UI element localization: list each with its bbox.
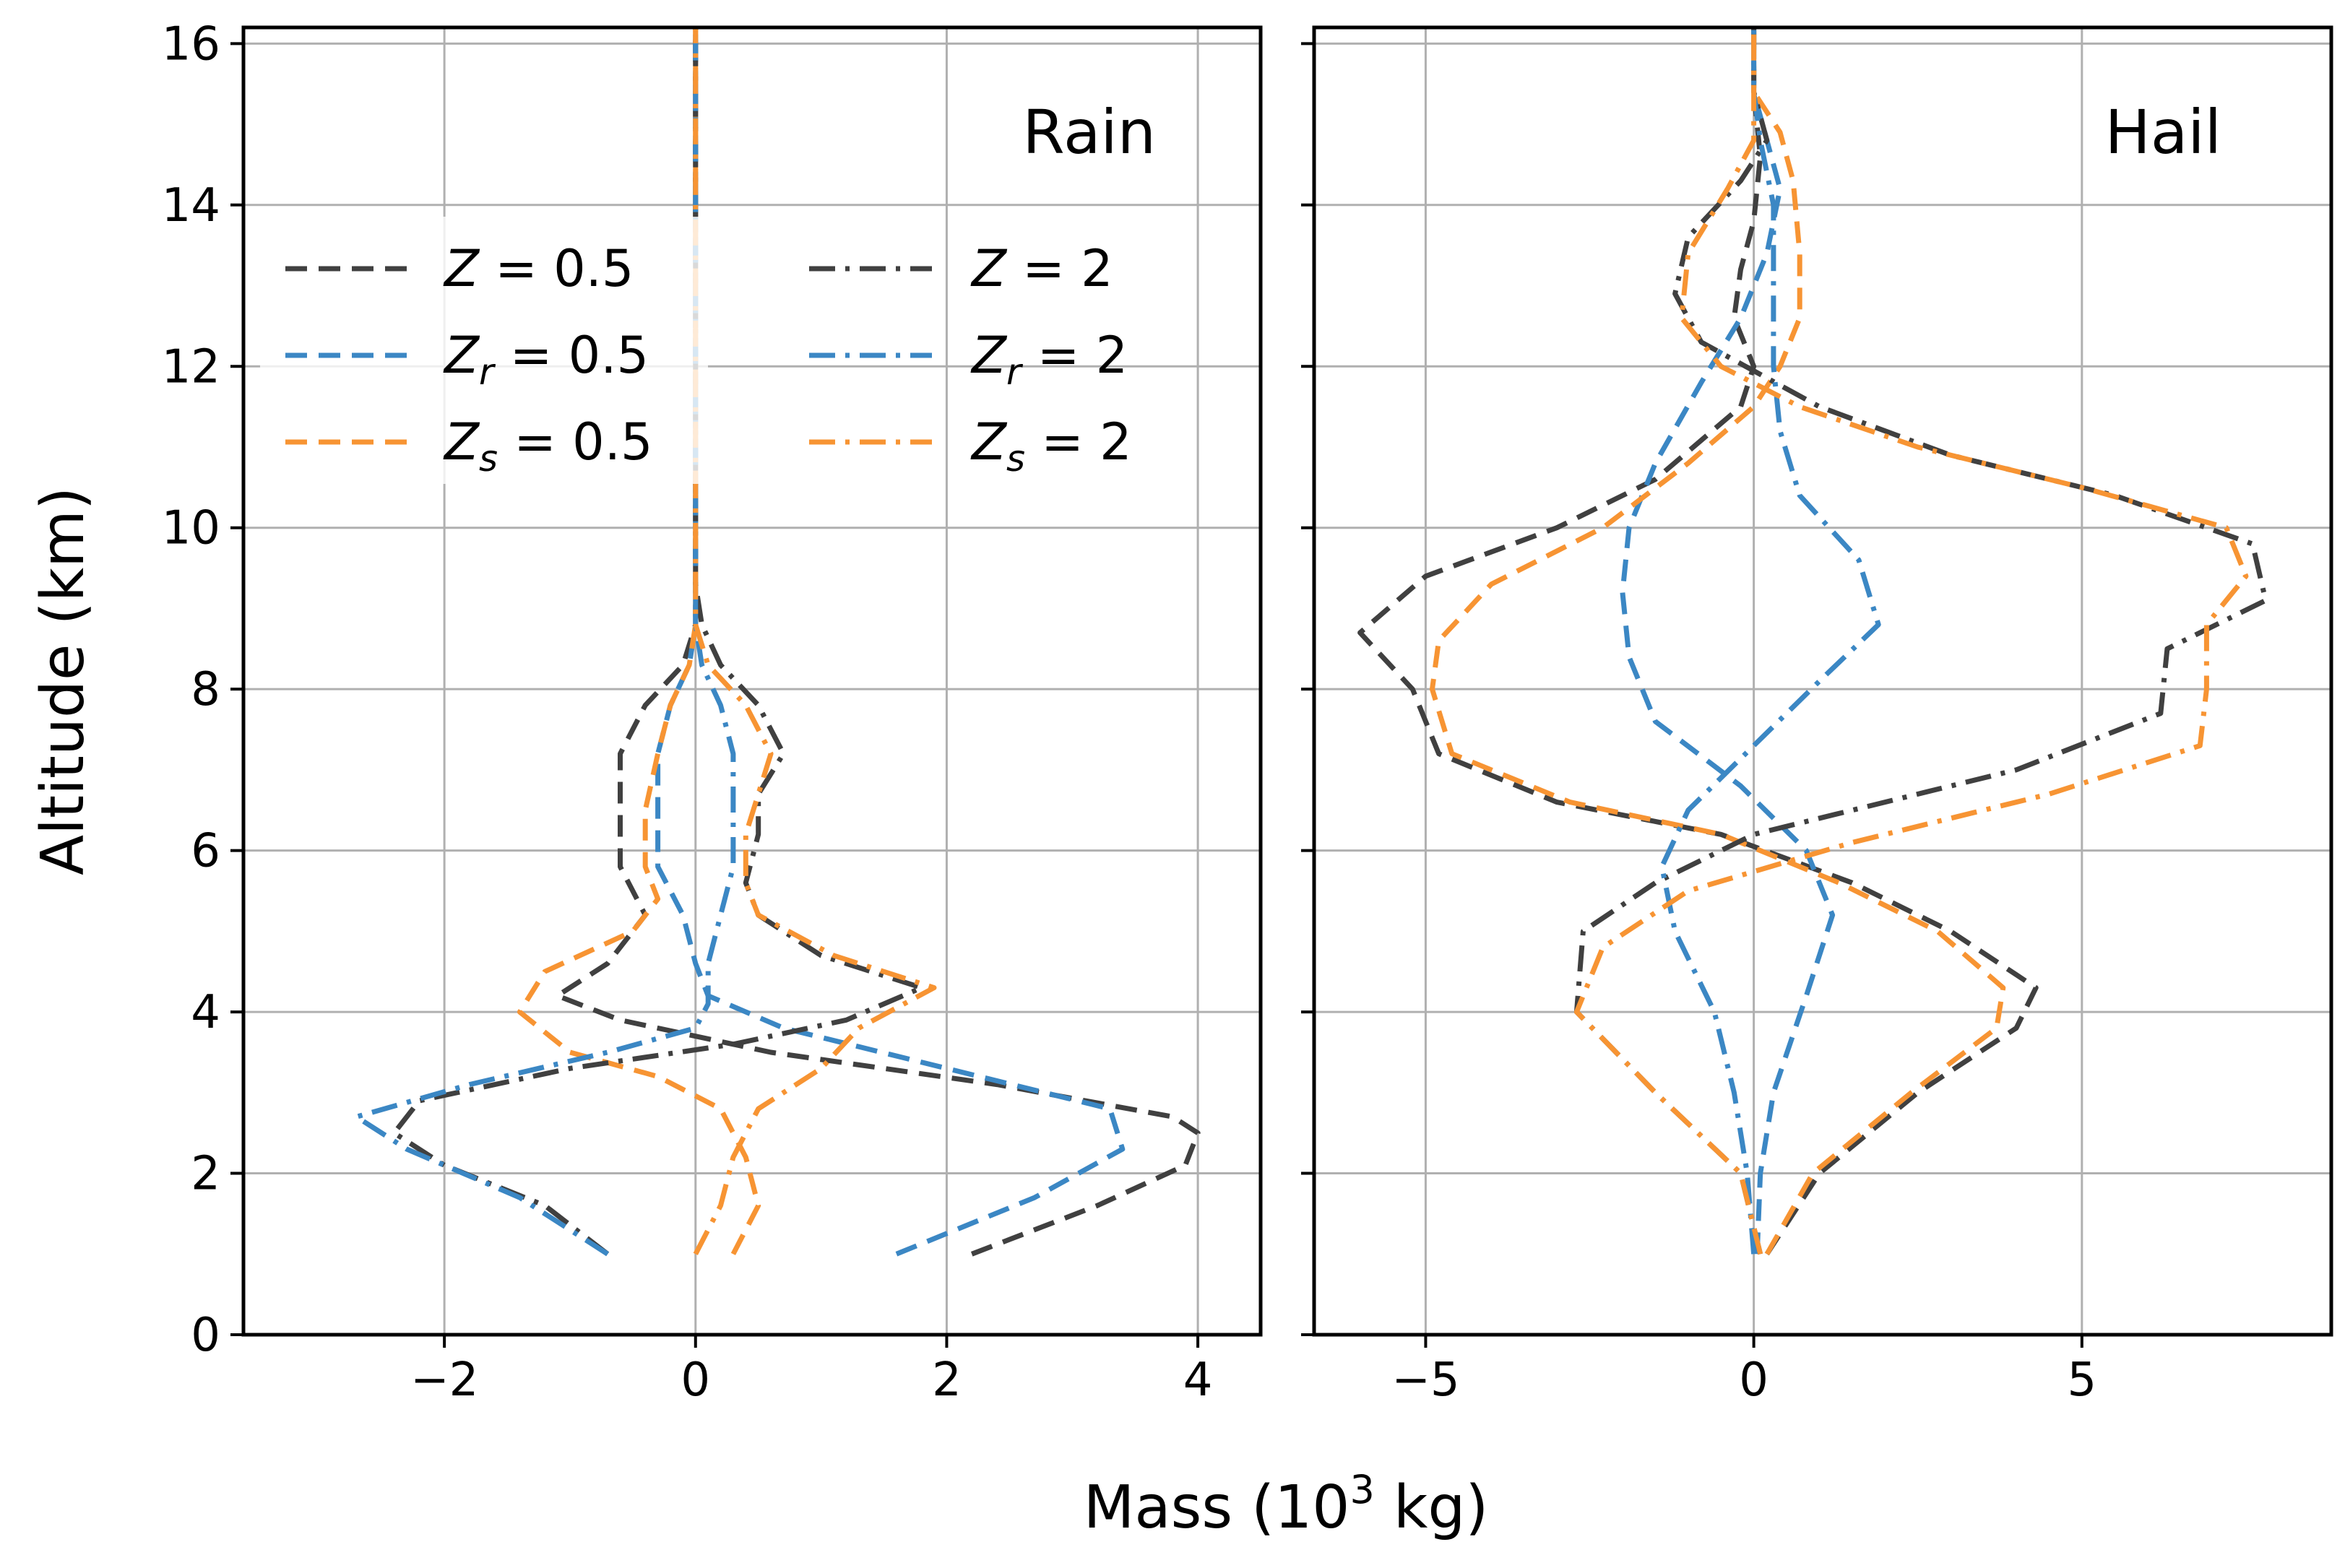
rain-series-group bbox=[353, 27, 1201, 1257]
rain-panel: Z = 0.5 Zr = 0.5 Zs = 0.5 Z = 2 Zr = 2 Zs = 2… bbox=[162, 17, 1263, 1407]
hail-plot-frame bbox=[1312, 25, 2333, 1337]
x-axis-title: Mass (103 kg) bbox=[1084, 1467, 1489, 1542]
y-tick-label-1: 2 bbox=[191, 1148, 220, 1201]
y-tick-label-2: 4 bbox=[191, 986, 220, 1039]
y-tick-label-7: 14 bbox=[162, 179, 220, 233]
hail-series-Z_05 bbox=[1357, 27, 2039, 1256]
x-axis-title-sup: 3 bbox=[1349, 1467, 1374, 1512]
hail-series-Zr_05 bbox=[1620, 27, 1836, 1255]
rain-x-tick-label-2: 2 bbox=[932, 1353, 962, 1407]
legend-label-Zs_2: Zs = 2 bbox=[970, 412, 1132, 480]
x-axis-title-tail: kg) bbox=[1375, 1473, 1489, 1542]
y-tick-label-5: 10 bbox=[162, 502, 220, 555]
y-axis-title-text: Altitude (km) bbox=[29, 487, 98, 875]
legend-label-Zr_05: Zr = 0.5 bbox=[443, 326, 649, 393]
hail-grid bbox=[1314, 27, 2331, 1336]
rain-series-Zs_05 bbox=[517, 27, 761, 1255]
hail-x-ticks: −5 0 5 bbox=[1391, 1335, 2096, 1407]
rain-x-tick-label-1: 0 bbox=[681, 1353, 710, 1407]
rain-x-tick-label-3: 4 bbox=[1183, 1353, 1213, 1407]
rain-plot-frame bbox=[241, 25, 1263, 1337]
hail-series-Zs_2 bbox=[1573, 27, 2249, 1255]
y-tick-label-8: 16 bbox=[162, 17, 220, 71]
y-tick-label-6: 12 bbox=[162, 340, 220, 394]
y-tick-label-4: 8 bbox=[191, 663, 220, 716]
legend-label-Z_2: Z = 2 bbox=[970, 239, 1113, 298]
legend-label-Z_05: Z = 0.5 bbox=[443, 239, 634, 298]
hail-x-tick-label-1: 0 bbox=[1739, 1353, 1769, 1407]
rain-series-Z_05 bbox=[555, 27, 1201, 1257]
hail-panel: Hail −5 0 5 bbox=[1301, 25, 2333, 1407]
hail-x-tick-label-0: −5 bbox=[1391, 1353, 1459, 1407]
y-tick-label-0: 0 bbox=[191, 1309, 220, 1362]
hail-series-group bbox=[1357, 27, 2268, 1256]
hail-x-tick-label-2: 5 bbox=[2067, 1353, 2096, 1407]
rain-series-Z_2 bbox=[392, 27, 925, 1257]
hail-series-Z_2 bbox=[1573, 27, 2268, 1255]
rain-x-tick-label-0: −2 bbox=[410, 1353, 478, 1407]
hail-series-Zs_05 bbox=[1430, 27, 2006, 1256]
hail-y-tick-marks bbox=[1301, 42, 1314, 1336]
rain-series-Zs_2 bbox=[693, 27, 937, 1255]
rain-x-ticks: −2 0 2 4 bbox=[410, 1335, 1212, 1407]
legend-label-Zr_2: Zr = 2 bbox=[970, 326, 1128, 393]
legend-label-Zs_05: Zs = 0.5 bbox=[443, 412, 653, 480]
y-tick-label-3: 6 bbox=[191, 825, 220, 878]
rain-series-Zr_05 bbox=[655, 27, 1126, 1257]
y-axis-title: Altitude (km) bbox=[29, 487, 98, 875]
rain-panel-label: Rain bbox=[1022, 97, 1156, 168]
legend-background bbox=[260, 217, 708, 484]
hail-panel-label: Hail bbox=[2105, 97, 2221, 168]
hail-series-Zr_2 bbox=[1659, 27, 1881, 1255]
rain-series-Zr_2 bbox=[353, 27, 736, 1257]
y-ticks: 0 2 4 6 8 10 12 14 16 bbox=[162, 17, 243, 1362]
x-axis-title-main: Mass (10 bbox=[1084, 1473, 1350, 1542]
legend: Z = 0.5 Zr = 0.5 Zs = 0.5 Z = 2 Zr = 2 Zs = 2 bbox=[260, 217, 1132, 484]
